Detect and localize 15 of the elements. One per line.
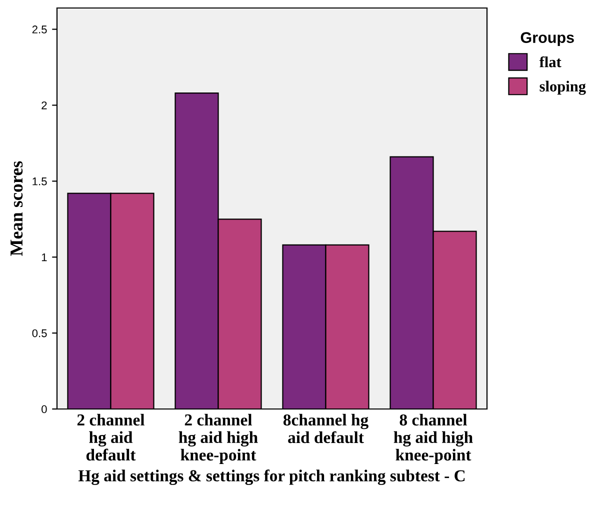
x-tick-label: 2 channel hg aid default [77, 414, 144, 461]
y-tick-label: 2.5 [32, 26, 47, 34]
legend-label: sloping [540, 80, 586, 95]
y-axis-title: Mean scores [10, 161, 23, 256]
y-tick-label: 1.5 [32, 178, 47, 186]
y-tick-label: 0 [42, 405, 47, 414]
legend-label: flat [539, 56, 562, 68]
x-axis-title: Hg aid settings & settings for pitch ranking subtest - C [78, 470, 465, 485]
x-tick-label: 2 channel hg aid high knee-point [178, 414, 258, 464]
y-tick-label: 1 [42, 253, 47, 262]
y-tick-label: 2 [42, 101, 47, 110]
x-tick-label: 8channel hg aid default [283, 414, 368, 444]
legend-title: Groups [520, 32, 574, 46]
y-tick-label: 0.5 [32, 329, 47, 338]
x-tick-label: 8 channel hg aid high knee-point [394, 414, 473, 464]
